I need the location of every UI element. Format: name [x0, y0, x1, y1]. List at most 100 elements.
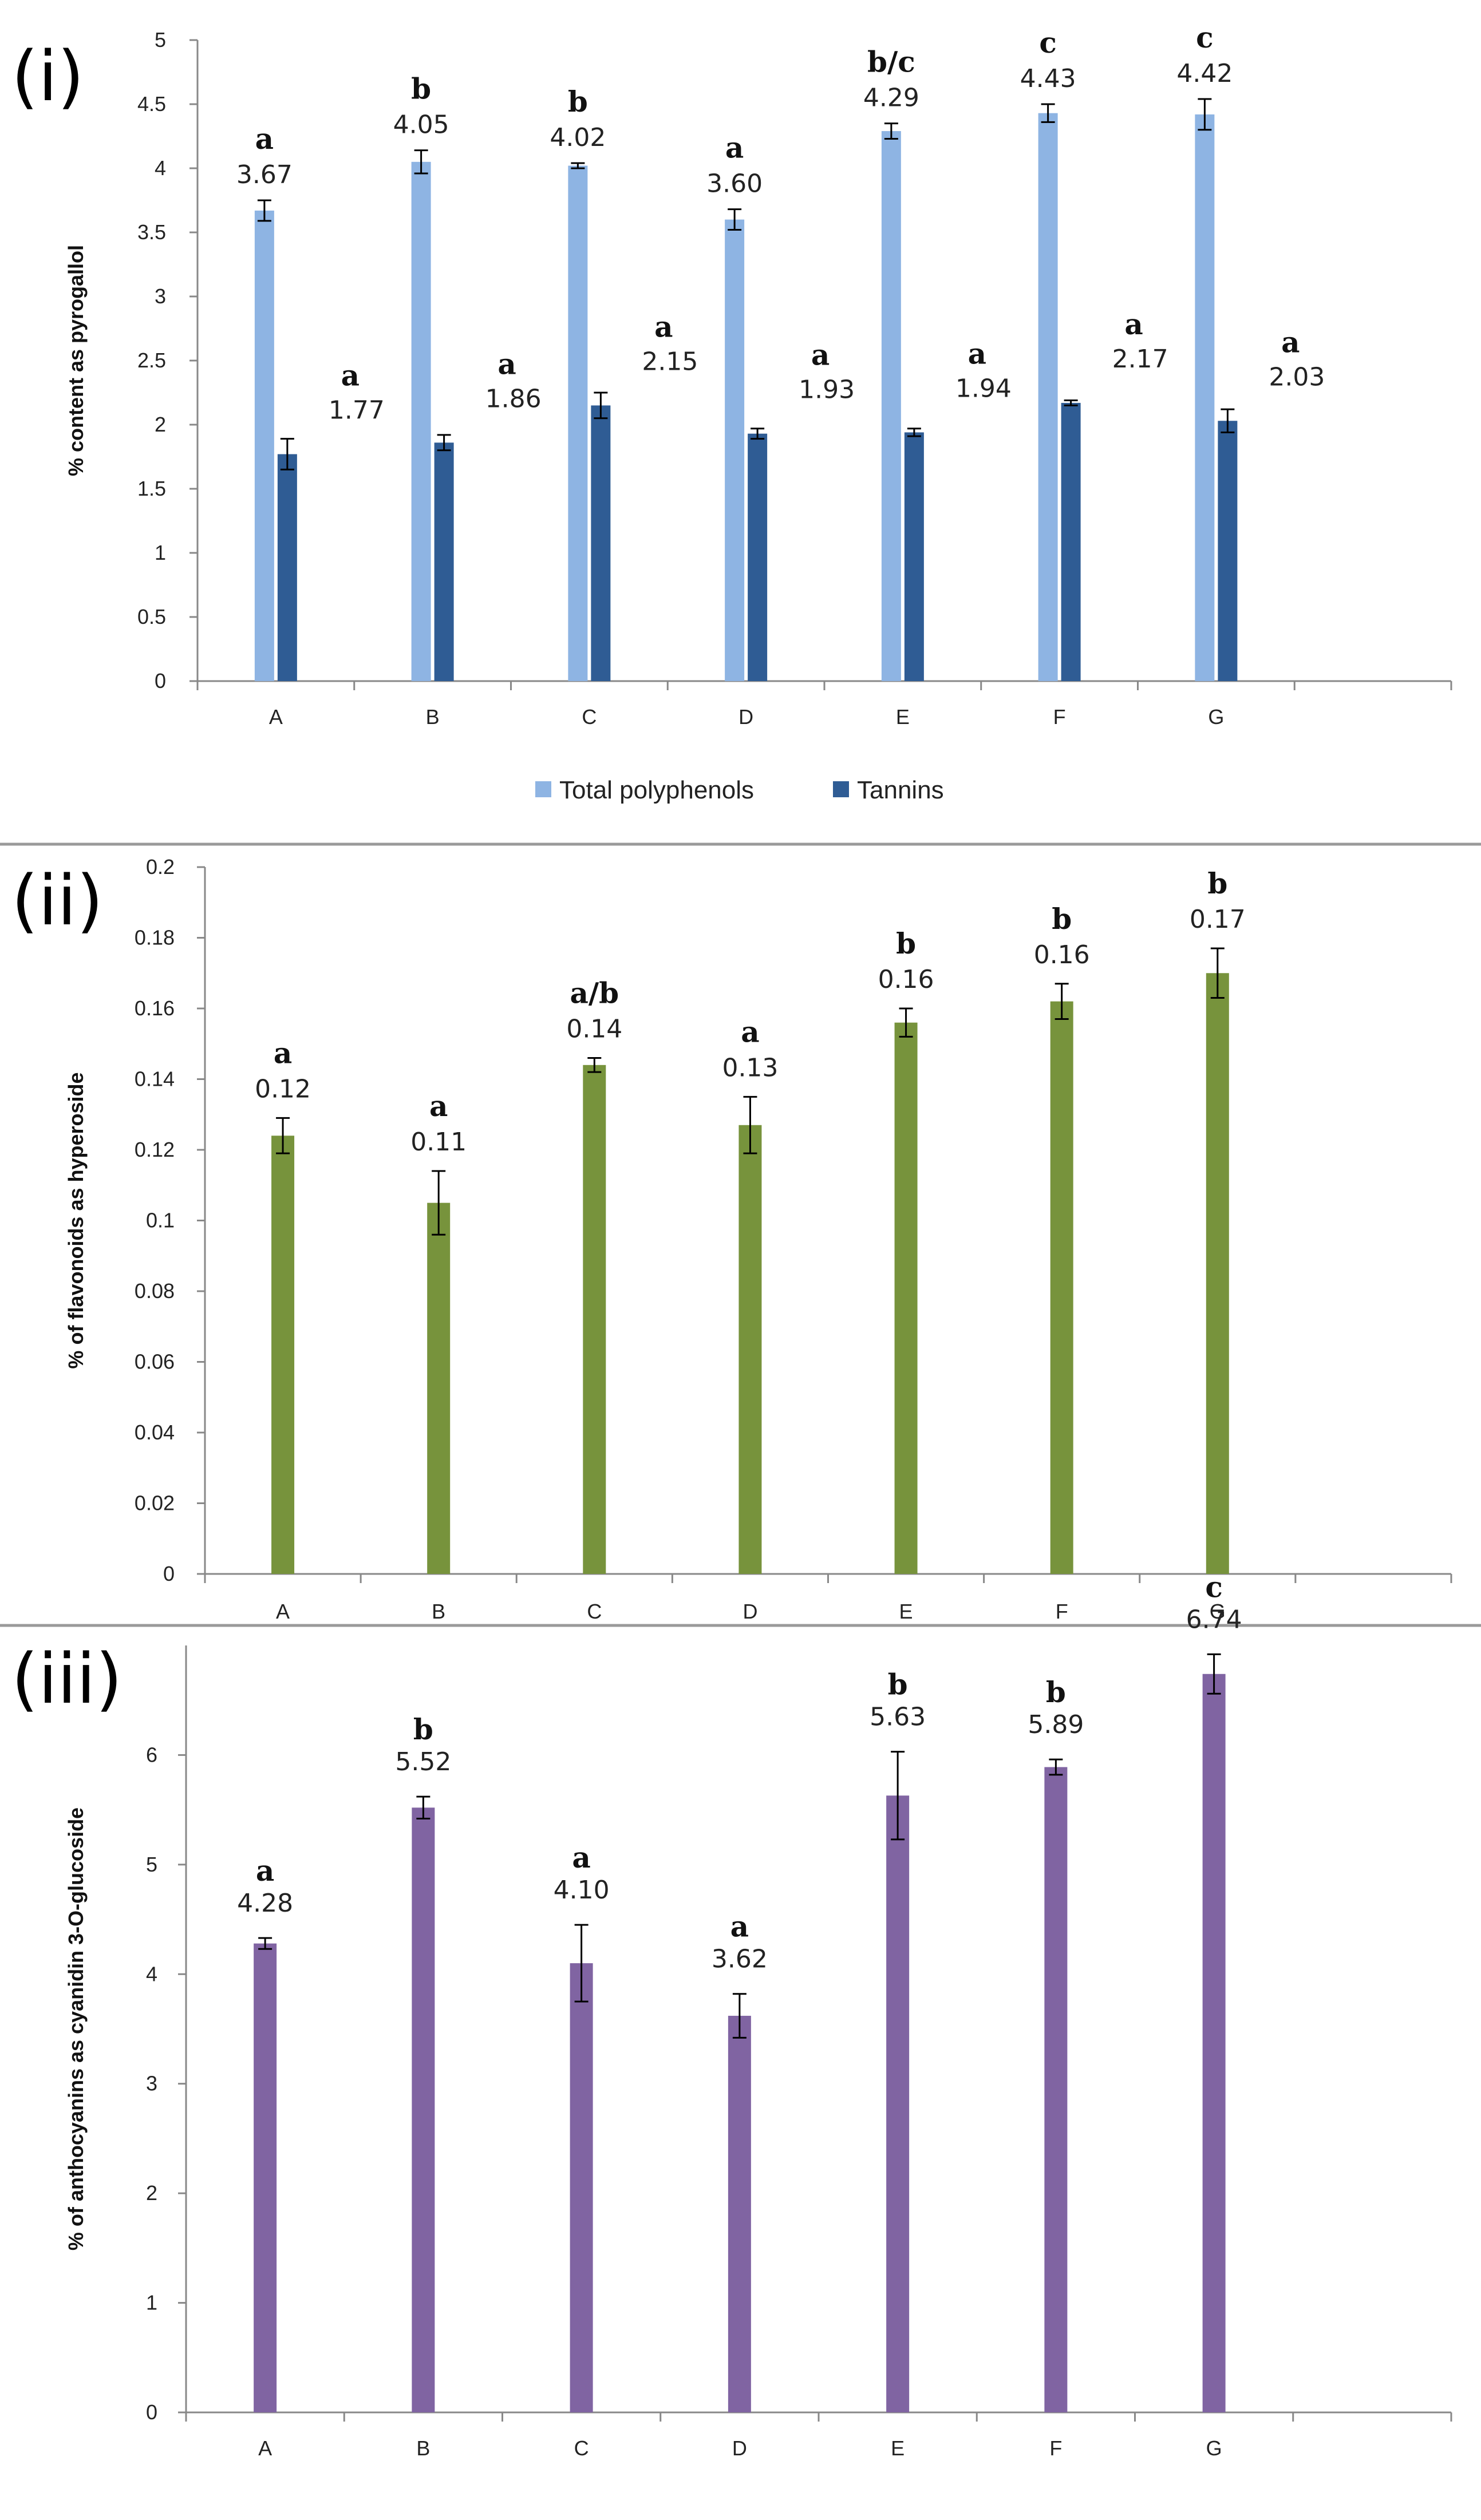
significance-letter: a	[274, 1036, 292, 1070]
y-tick-label: 0.5	[137, 605, 166, 628]
y-tick-label: 0.14	[135, 1067, 175, 1091]
y-tick-label: 3	[155, 284, 166, 308]
bar	[434, 442, 454, 681]
value-label: 5.89	[1028, 1710, 1084, 1739]
bar	[1044, 1767, 1068, 2412]
y-tick-label: 0.08	[135, 1279, 175, 1303]
significance-letter: a	[741, 1015, 759, 1049]
y-tick-label: 3.5	[137, 220, 166, 244]
y-tick-label: 0.06	[135, 1350, 175, 1374]
value-label: 1.94	[955, 374, 1012, 403]
x-tick-label: E	[899, 1600, 913, 1623]
significance-letter: a	[654, 310, 673, 343]
value-label: 0.16	[1034, 940, 1090, 970]
bar	[427, 1202, 451, 1574]
y-tick-label: 1.5	[137, 477, 166, 500]
bar	[894, 1022, 918, 1574]
y-tick-label: 0.04	[135, 1421, 175, 1444]
value-label: 0.11	[410, 1128, 467, 1157]
value-label: 4.05	[393, 110, 449, 140]
y-tick-label: 2.5	[137, 349, 166, 372]
significance-letter: a/b	[570, 976, 619, 1010]
x-tick-label: E	[891, 2436, 905, 2460]
x-tick-label: C	[582, 705, 597, 729]
x-tick-label: B	[432, 1600, 445, 1623]
legend-swatch	[833, 781, 849, 797]
y-tick-label: 0.2	[146, 855, 175, 879]
value-label: 5.52	[395, 1747, 451, 1777]
value-label: 0.14	[566, 1014, 622, 1043]
significance-letter: b	[413, 1712, 433, 1746]
x-tick-label: A	[258, 2436, 272, 2460]
x-tick-label: F	[1053, 705, 1066, 729]
value-label: 4.29	[863, 84, 919, 113]
y-tick-label: 0.02	[135, 1492, 175, 1515]
significance-letter: a	[730, 1910, 749, 1944]
charts-layer: (i) 0 0.5 1 1.5 2 2.5 3 3.5 4 4.5 5 A B C D E F G % content…	[0, 21, 1481, 2460]
value-label: 0.16	[878, 965, 934, 994]
x-tick-label: G	[1206, 2436, 1222, 2460]
y-tick-label: 1	[146, 2291, 157, 2315]
value-label: 5.63	[870, 1703, 926, 1732]
significance-letter: a	[1281, 325, 1300, 359]
value-label: 4.28	[237, 1889, 293, 1918]
value-label: 2.15	[642, 347, 698, 376]
y-tick-label: 6	[146, 1743, 157, 1766]
significance-letter: a	[256, 1854, 274, 1888]
y-tick-label: 1	[155, 541, 166, 564]
significance-letter: b	[1052, 902, 1072, 936]
y-tick-label: 5	[155, 28, 166, 52]
value-label: 2.17	[1112, 345, 1168, 374]
significance-letter: a	[811, 338, 830, 372]
significance-letter: b	[896, 927, 916, 960]
y-tick-label: 0	[155, 669, 166, 693]
value-label: 4.42	[1176, 59, 1233, 88]
bar	[412, 1807, 435, 2412]
significance-letter: c	[1039, 26, 1056, 60]
significance-letter: b	[411, 72, 431, 106]
y-tick-label: 0	[163, 1562, 175, 1585]
bar	[904, 432, 924, 681]
value-label: 1.86	[485, 384, 542, 413]
x-tick-label: D	[738, 705, 753, 729]
bar	[570, 1963, 593, 2412]
panel-label: (iii)	[11, 1640, 123, 1719]
value-label: 1.77	[329, 396, 385, 425]
value-label: 0.12	[255, 1074, 311, 1103]
bar	[271, 1136, 295, 1574]
bar	[254, 1943, 277, 2412]
significance-letter: a	[968, 337, 986, 370]
bar	[738, 1125, 762, 1574]
y-tick-label: 0.18	[135, 926, 175, 950]
y-tick-label: 0	[146, 2400, 157, 2424]
value-label: 3.67	[236, 160, 293, 189]
bar	[881, 131, 901, 682]
legend-swatch	[535, 781, 551, 797]
significance-letter: c	[1196, 21, 1213, 54]
y-tick-label: 0.16	[135, 996, 175, 1020]
y-tick-label: 0.1	[146, 1209, 175, 1232]
y-axis-title: % of flavonoids as hyperoside	[64, 1072, 88, 1368]
value-label: 4.02	[550, 123, 606, 152]
bar	[583, 1065, 606, 1574]
significance-letter: a	[725, 131, 744, 165]
bar	[1195, 114, 1215, 682]
significance-letter: b/c	[867, 45, 915, 79]
x-tick-label: A	[276, 1600, 290, 1623]
panel-label: (i)	[11, 37, 84, 117]
y-axis-title: % of anthocyanins as cyanidin 3-O-glucos…	[64, 1807, 88, 2250]
y-axis-title: % content as pyrogallol	[64, 245, 88, 476]
bar	[591, 405, 611, 681]
significance-letter: b	[1046, 1675, 1066, 1709]
x-tick-label: G	[1208, 705, 1224, 729]
x-tick-label: G	[1210, 1600, 1226, 1623]
y-tick-label: 4	[146, 1962, 157, 1985]
bar	[1038, 113, 1058, 681]
bar	[254, 210, 274, 681]
value-label: 3.60	[706, 169, 763, 199]
value-label: 2.03	[1269, 362, 1325, 391]
y-tick-label: 0.12	[135, 1138, 175, 1161]
bar	[886, 1795, 910, 2412]
bar	[1206, 973, 1229, 1574]
